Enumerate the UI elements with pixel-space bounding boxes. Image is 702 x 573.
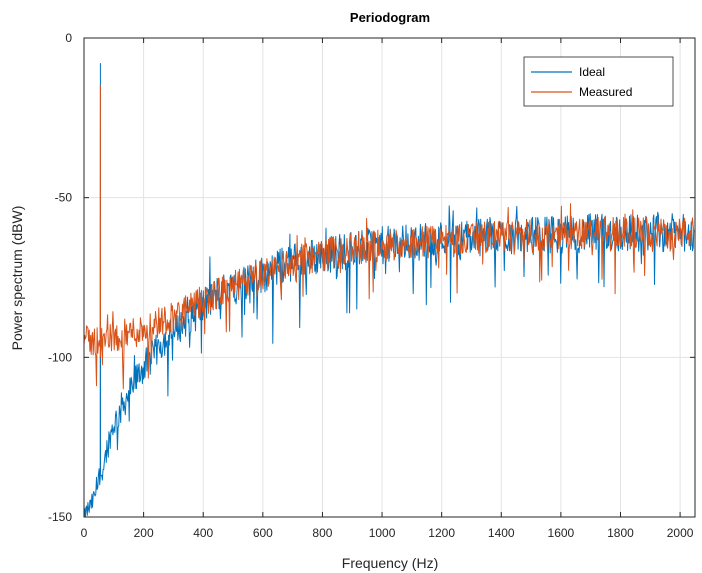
axis-ticks: 0 200 400 600 800 1000 1200 1400 1600 1800 2000 -15… [48, 31, 695, 540]
x-axis-title: Frequency (Hz) [342, 555, 438, 571]
legend-label-measured: Measured [579, 85, 632, 99]
y-tick-label: -100 [48, 350, 72, 364]
y-tick-label: -150 [48, 510, 72, 524]
x-tick-label: 400 [193, 526, 213, 540]
series-line-measured [84, 85, 695, 390]
x-tick-label: 1200 [428, 526, 455, 540]
x-tick-label: 0 [81, 526, 88, 540]
legend-box [523, 56, 674, 107]
x-tick-label: 200 [134, 526, 154, 540]
x-tick-label: 2000 [667, 526, 694, 540]
x-tick-label: 800 [312, 526, 332, 540]
y-axis-title: Power spectrum (dBW) [9, 206, 25, 351]
x-tick-label: 1600 [548, 526, 575, 540]
x-tick-label: 1000 [369, 526, 396, 540]
legend-label-ideal: Ideal [579, 65, 605, 79]
x-tick-label: 1800 [607, 526, 634, 540]
series-line-ideal [84, 63, 695, 517]
chart-title: Periodogram [350, 10, 430, 25]
legend: Ideal Measured [523, 56, 674, 107]
x-tick-label: 1400 [488, 526, 515, 540]
y-tick-label: -50 [55, 191, 73, 205]
x-tick-label: 600 [253, 526, 273, 540]
y-tick-label: 0 [65, 31, 72, 45]
axes-box [83, 37, 696, 518]
series [84, 63, 695, 517]
